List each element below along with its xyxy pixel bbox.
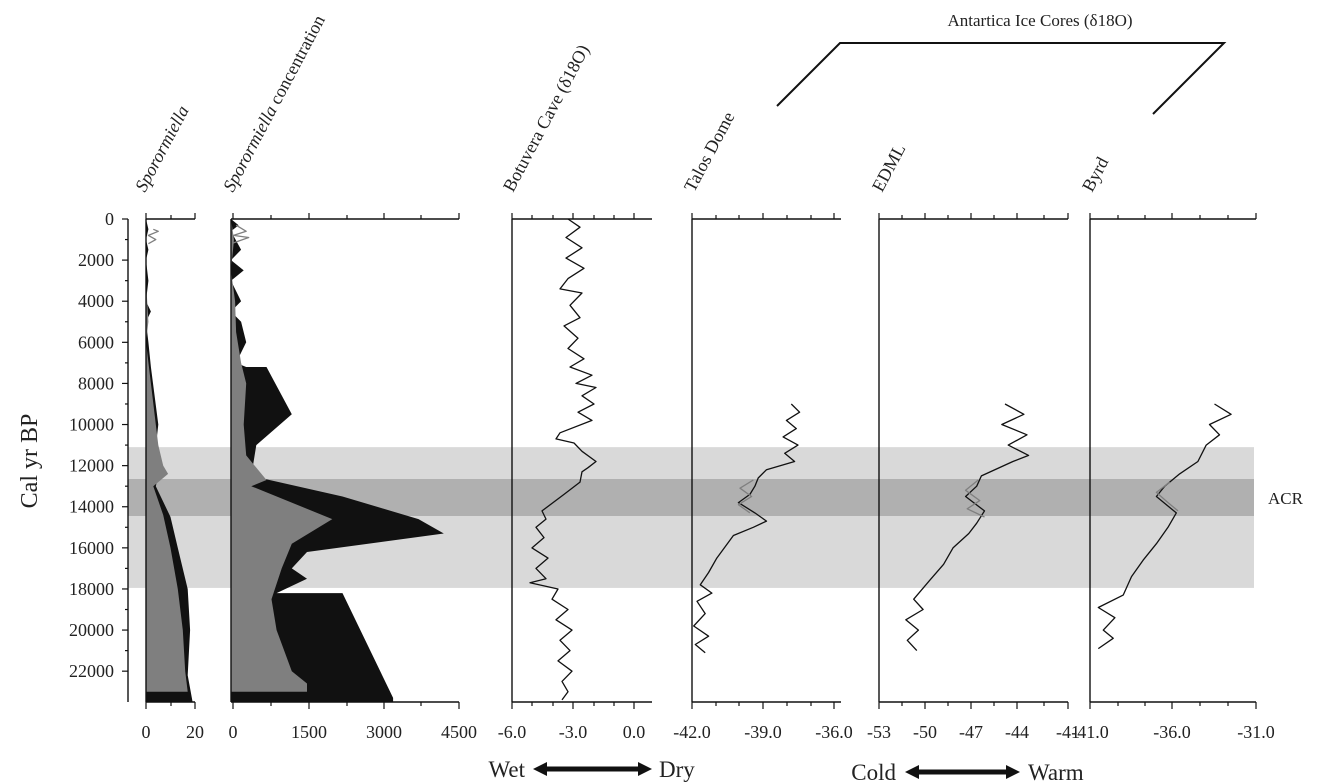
wet-label: Wet [489,757,526,782]
sporormiella-area-mid [146,219,188,692]
talos-dome-title: Talos Dome [680,108,739,194]
byrd-title: Byrd [1078,154,1113,195]
talos-dome-line-dark [693,403,801,654]
botuvera-cave-line-dark [529,218,597,701]
botuvera-cave-x-tick-label: -6.0 [498,722,527,742]
talos-dome-x-tick-label: -39.0 [744,722,782,742]
dry-label: Dry [659,757,695,782]
y-tick-label: 8000 [78,373,114,393]
y-tick-label: 20000 [69,620,114,640]
text-layer: Cal yr BP Antartica Ice Cores (δ18O) ACR… [17,11,1304,783]
sporormiella-concentration-line-mid [230,224,250,245]
ice-cores-group-title: Antartica Ice Cores (δ18O) [947,11,1132,30]
y-axis-label: Cal yr BP [17,414,43,509]
sporormiella-x-tick-label: 20 [186,722,204,742]
sporormiella-concentration-x-tick-label: 3000 [366,722,402,742]
byrd-line-dark [1097,403,1232,650]
talos-dome-x-tick-label: -36.0 [815,722,853,742]
data-layer [146,218,1232,702]
edml-x-tick-label: -47 [959,722,983,742]
talos-dome-line-mid [737,479,754,514]
axes-layer [122,42,1257,779]
y-tick-label: 16000 [69,538,114,558]
y-tick-label: 22000 [69,661,114,681]
cold-warm-arrow [905,765,1020,779]
botuvera-cave-x-tick-label: 0.0 [623,722,646,742]
warm-label: Warm [1028,760,1084,783]
byrd-x-tick-label: -36.0 [1153,722,1191,742]
sporormiella-line-mid [147,228,159,245]
sporormiella-concentration-area-dark [231,219,444,702]
sporormiella-concentration-area-mid [231,219,333,692]
sporormiella-concentration-x-tick-label: 4500 [441,722,477,742]
y-tick-label: 4000 [78,291,114,311]
sporormiella-concentration-title: Sporormiella concentration [219,12,329,195]
sporormiella-concentration-x-tick-label: 1500 [291,722,327,742]
edml-x-tick-label: -41 [1056,722,1080,742]
byrd-x-tick-label: -41.0 [1071,722,1109,742]
byrd-x-tick-label: -31.0 [1237,722,1275,742]
edml-x-tick-label: -53 [867,722,891,742]
y-tick-label: 2000 [78,250,114,270]
y-tick-label: 10000 [69,415,114,435]
y-tick-label: 0 [105,209,114,229]
edml-x-tick-label: -50 [913,722,937,742]
y-tick-label: 12000 [69,456,114,476]
y-tick-label: 14000 [69,497,114,517]
edml-line-mid [964,479,985,518]
edml-title: EDML [868,140,910,194]
y-tick-label: 6000 [78,332,114,352]
ice-cores-bracket [776,42,1227,115]
byrd-line-mid [1155,481,1179,512]
wet-dry-arrow [533,762,652,776]
y-tick-label: 18000 [69,579,114,599]
sporormiella-x-tick-label: 0 [142,722,151,742]
cold-label: Cold [851,760,896,783]
botuvera-cave-title: Botuvera Cave (δ18O) [499,41,594,195]
acr-band-label: ACR [1268,489,1304,508]
talos-dome-x-tick-label: -42.0 [673,722,711,742]
sporormiella-title: Sporormiella [131,102,193,195]
edml-line-dark [905,403,1030,652]
edml-x-tick-label: -44 [1005,722,1029,742]
sporormiella-concentration-x-tick-label: 0 [229,722,238,742]
botuvera-cave-x-tick-label: -3.0 [559,722,588,742]
